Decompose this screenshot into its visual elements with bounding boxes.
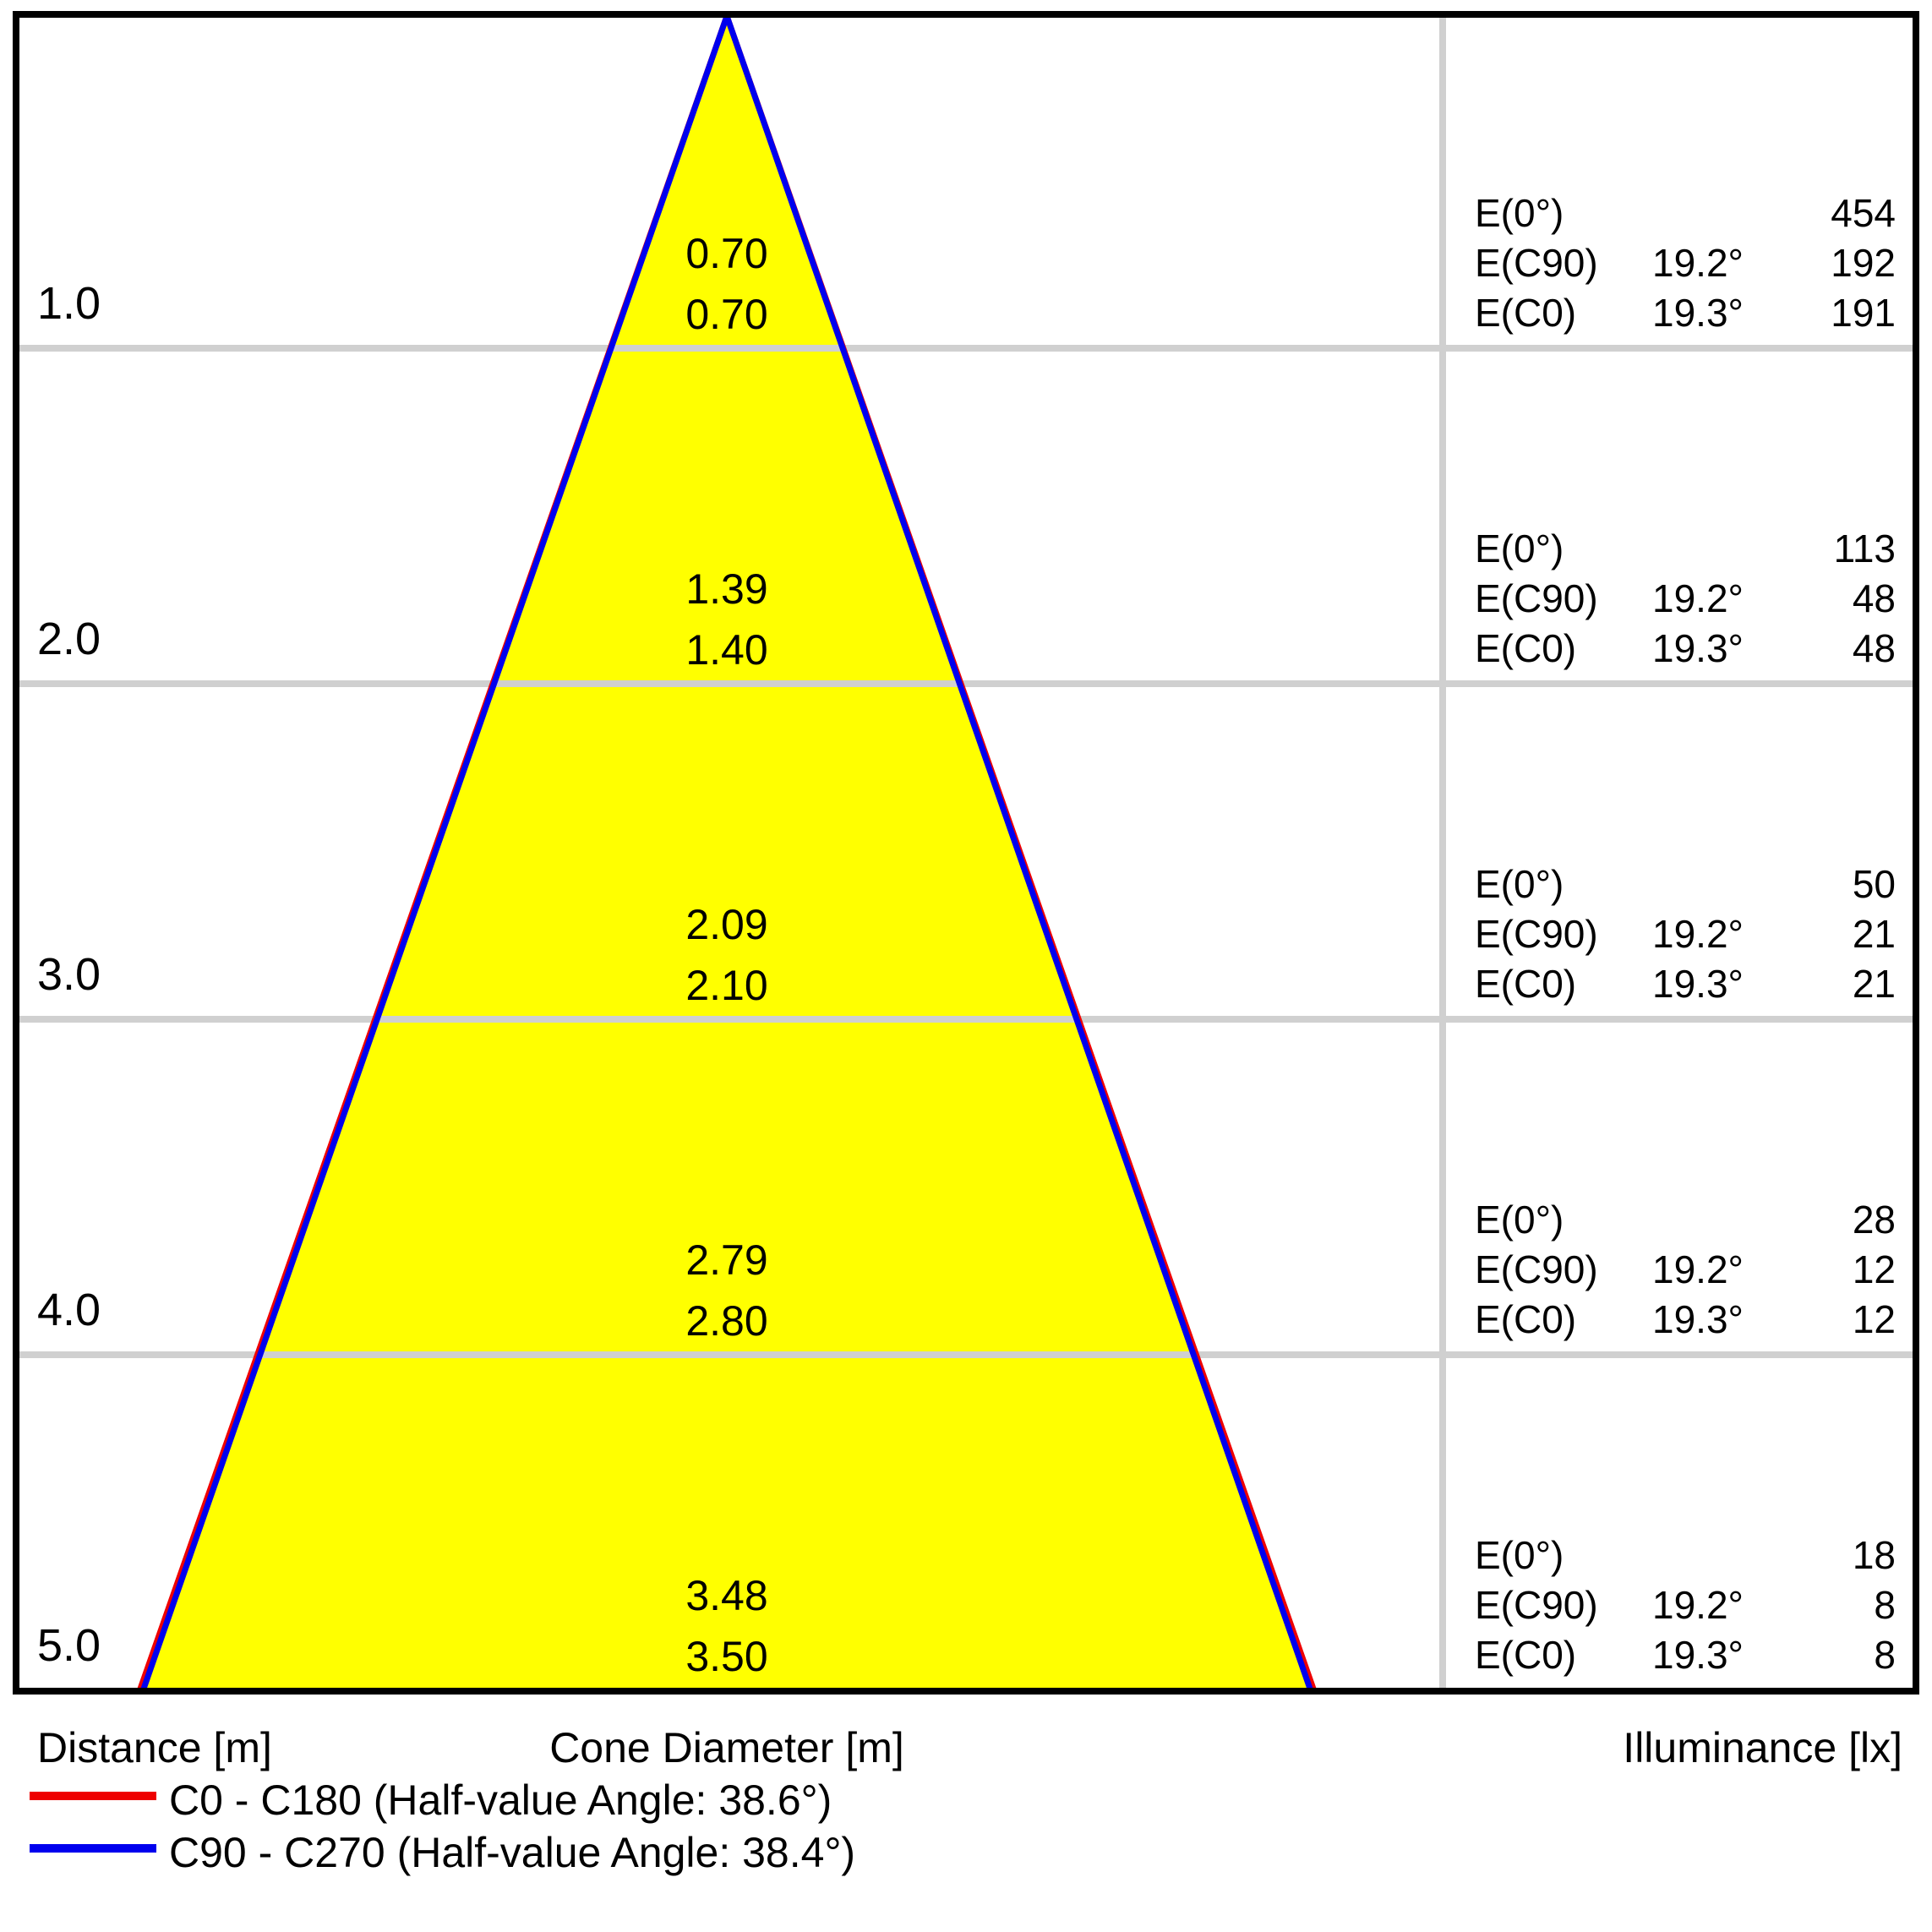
e0-label: E(0°): [1475, 1198, 1564, 1242]
ec90-angle: 19.2°: [1652, 912, 1744, 956]
ec90-label: E(C90): [1475, 576, 1598, 620]
cone-diameter-c90-value: 3.48: [685, 1572, 768, 1619]
c90-c270-legend-label: C90 - C270 (Half-value Angle: 38.4°): [169, 1829, 856, 1876]
ec0-angle: 19.3°: [1652, 1633, 1744, 1677]
ec0-label: E(C0): [1475, 962, 1577, 1006]
distance-label: 1.0: [37, 278, 101, 329]
plot-border: [13, 11, 1919, 1695]
ec90-value: 48: [1852, 576, 1896, 620]
cone-diameter-c0-value: 2.80: [685, 1297, 768, 1345]
e0-value: 113: [1833, 527, 1896, 570]
ec0-angle: 19.3°: [1652, 291, 1744, 335]
ec0-value: 8: [1874, 1633, 1896, 1677]
cone-diameter-c90-value: 2.09: [685, 901, 768, 948]
cone-diameter-c90-value: 1.39: [685, 565, 768, 613]
distance-grid-lines: [19, 18, 1913, 1688]
illuminance-axis-label: Illuminance [lx]: [1623, 1724, 1902, 1771]
cone-fill-shape: [139, 16, 1314, 1689]
e0-label: E(0°): [1475, 527, 1564, 570]
e0-value: 28: [1852, 1198, 1896, 1242]
cone-diameter-c0-value: 3.50: [685, 1633, 768, 1680]
cone-diameter-c90-value: 0.70: [685, 230, 768, 277]
ec90-angle: 19.2°: [1652, 241, 1744, 285]
c90-c270-legend-line: [30, 1844, 156, 1853]
ec0-label: E(C0): [1475, 626, 1577, 670]
e0-value: 50: [1852, 862, 1896, 906]
cone-diameter-axis-label: Cone Diameter [m]: [549, 1724, 904, 1771]
ec90-label: E(C90): [1475, 241, 1598, 285]
e0-label: E(0°): [1475, 1533, 1564, 1577]
distance-label: 2.0: [37, 614, 101, 664]
distance-axis-label: Distance [m]: [37, 1724, 272, 1771]
e0-value: 18: [1852, 1533, 1896, 1577]
distance-label: 4.0: [37, 1285, 101, 1335]
cone-diameter-c90-value: 2.79: [685, 1236, 768, 1284]
ec0-label: E(C0): [1475, 1297, 1577, 1341]
ec90-value: 192: [1831, 241, 1896, 285]
ec0-value: 21: [1852, 962, 1896, 1006]
distance-label: 5.0: [37, 1620, 101, 1671]
c0-c180-legend-label: C0 - C180 (Half-value Angle: 38.6°): [169, 1776, 832, 1824]
ec90-angle: 19.2°: [1652, 1583, 1744, 1627]
ec90-label: E(C90): [1475, 1247, 1598, 1291]
e0-label: E(0°): [1475, 862, 1564, 906]
ec0-angle: 19.3°: [1652, 626, 1744, 670]
cone-diameter-c0-value: 1.40: [685, 626, 768, 674]
cone-diameter-c0-value: 0.70: [685, 291, 768, 338]
ec90-label: E(C90): [1475, 912, 1598, 956]
cone-diameter-c0-value: 2.10: [685, 962, 768, 1009]
e0-label: E(0°): [1475, 191, 1564, 235]
ec90-value: 12: [1852, 1247, 1896, 1291]
ec0-angle: 19.3°: [1652, 1297, 1744, 1341]
distance-label: 3.0: [37, 949, 101, 1000]
ec90-value: 8: [1874, 1583, 1896, 1627]
ec90-value: 21: [1852, 912, 1896, 956]
ec90-angle: 19.2°: [1652, 576, 1744, 620]
ec0-label: E(C0): [1475, 1633, 1577, 1677]
ec0-value: 191: [1831, 291, 1896, 335]
ec0-value: 48: [1852, 626, 1896, 670]
ec0-angle: 19.3°: [1652, 962, 1744, 1006]
ec90-angle: 19.2°: [1652, 1247, 1744, 1291]
c90-c270-cone-edges: [139, 14, 1314, 1693]
ec0-label: E(C0): [1475, 291, 1577, 335]
c0-c180-legend-line: [30, 1792, 156, 1800]
ec90-label: E(C90): [1475, 1583, 1598, 1627]
ec0-value: 12: [1852, 1297, 1896, 1341]
e0-value: 454: [1831, 191, 1896, 235]
